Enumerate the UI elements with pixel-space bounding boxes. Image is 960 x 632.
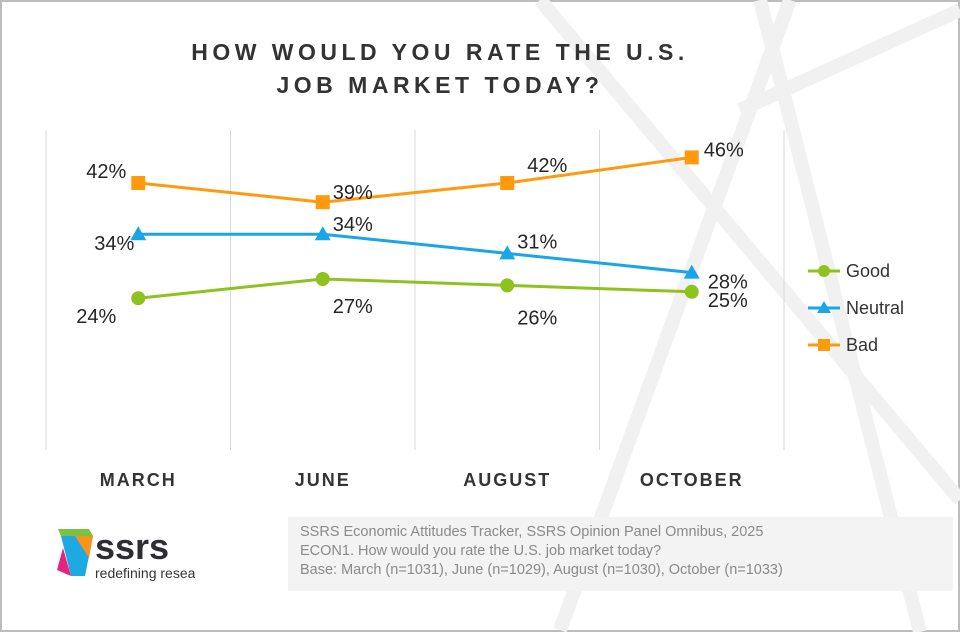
source-note: SSRS Economic Attitudes Tracker, SSRS Op… <box>288 517 953 591</box>
series-neutral: 34% 34% 31% 28% Neutral <box>94 214 904 318</box>
logo-orange-shape <box>75 536 93 558</box>
data-label: 25% <box>708 290 748 312</box>
logo-green-shape <box>58 529 93 536</box>
data-label: 42% <box>527 155 567 177</box>
data-label: 42% <box>86 161 126 183</box>
legend-label: Neutral <box>846 298 904 318</box>
data-label: 46% <box>704 139 744 161</box>
logo-tagline: redefining research <box>95 565 195 581</box>
legend-marker-square <box>818 339 830 351</box>
series-line <box>138 232 692 275</box>
data-label: 39% <box>333 182 373 204</box>
series-bad: 42% 39% 42% 46% Bad <box>86 139 878 355</box>
x-tick-label: OCTOBER <box>640 470 744 490</box>
data-label: 34% <box>333 214 373 236</box>
x-tick-label: MARCH <box>100 470 177 490</box>
title-line-2: JOB MARKET TODAY? <box>276 72 604 98</box>
logo-pink-shape <box>57 548 71 576</box>
x-tick-label: JUNE <box>295 470 351 490</box>
title-line-1: HOW WOULD YOU RATE THE U.S. <box>191 39 689 65</box>
data-point-square <box>131 176 146 190</box>
data-label: 28% <box>708 272 748 294</box>
series-good: 24% 27% 26% 25% Good <box>76 261 890 329</box>
chart-title: HOW WOULD YOU RATE THE U.S. JOB MARKET T… <box>0 36 880 102</box>
legend-marker-circle <box>818 265 830 277</box>
data-label: 31% <box>517 231 557 253</box>
data-point-triangle <box>130 226 147 241</box>
data-label: 24% <box>76 306 116 328</box>
data-label: 27% <box>333 296 373 318</box>
data-point-circle <box>500 278 515 293</box>
base-line: Base: March (n=1031), June (n=1029), Aug… <box>300 562 783 578</box>
x-tick-label: AUGUST <box>463 470 551 490</box>
ssrs-logo: ssrs redefining research <box>57 526 195 581</box>
data-point-square <box>684 150 699 165</box>
legend-label: Good <box>846 261 890 281</box>
source-line: SSRS Economic Attitudes Tracker, SSRS Op… <box>300 524 764 540</box>
data-point-circle <box>131 291 146 306</box>
question-line: ECON1. How would you rate the U.S. job m… <box>300 543 662 559</box>
series-line <box>138 155 692 204</box>
legend-label: Bad <box>846 335 878 355</box>
data-point-circle <box>684 284 699 299</box>
data-point-triangle <box>683 264 700 279</box>
data-label: 26% <box>517 307 557 329</box>
data-point-triangle <box>499 245 516 260</box>
data-label: 34% <box>94 233 134 255</box>
legend-marker-triangle <box>817 301 831 313</box>
logo-wordmark: ssrs <box>95 526 169 567</box>
data-point-square <box>315 195 330 210</box>
data-point-circle <box>315 272 330 286</box>
data-point-triangle <box>314 226 331 241</box>
series-line <box>138 277 692 300</box>
data-point-square <box>500 176 515 190</box>
